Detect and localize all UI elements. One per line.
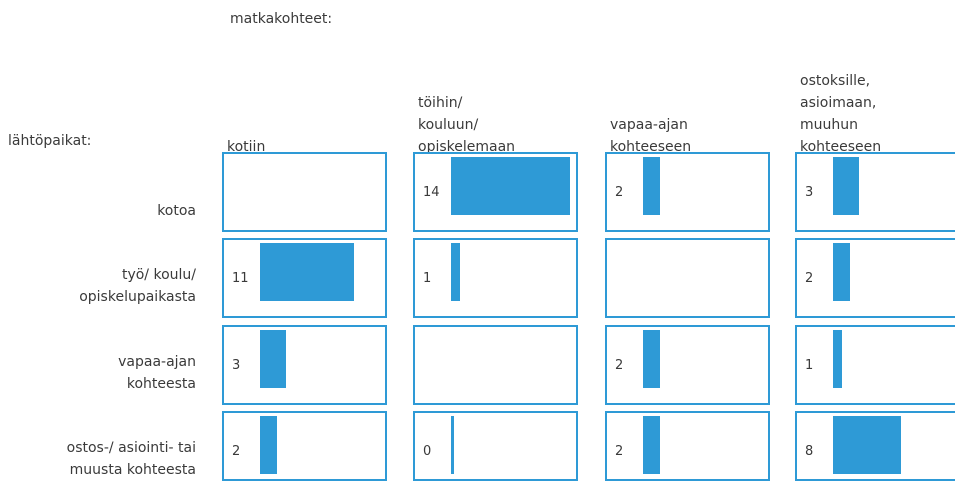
bar [260, 330, 286, 388]
cell [222, 152, 387, 232]
value-label: 2 [615, 185, 624, 200]
cell [795, 238, 955, 318]
value-label: 1 [805, 358, 814, 373]
bar [833, 330, 842, 388]
cell [222, 411, 387, 481]
bar [451, 157, 570, 215]
bar [643, 416, 660, 474]
cell [413, 238, 578, 318]
row-label: vapaa-ajan kohteesta [118, 354, 196, 392]
value-label: 11 [232, 271, 249, 286]
row-label: työ/ koulu/ opiskelupaikasta [79, 267, 196, 305]
column-axis-label: matkakohteet: [230, 11, 333, 27]
value-label: 0 [423, 444, 432, 459]
bar [833, 157, 859, 215]
column-label: vapaa-ajan kohteeseen [610, 117, 692, 155]
cell [605, 325, 770, 405]
bar [643, 330, 660, 388]
value-label: 2 [615, 358, 624, 373]
cell [413, 325, 578, 405]
bar [451, 243, 460, 301]
column-label: töihin/ kouluun/ opiskelemaan [418, 95, 516, 155]
value-label: 8 [805, 444, 814, 459]
bar [643, 157, 660, 215]
column-label: ostoksille, asioimaan, muuhun kohteeseen [800, 73, 882, 155]
cell [413, 411, 578, 481]
bar [451, 416, 454, 474]
column-label: kotiin [227, 139, 266, 155]
bar [833, 243, 850, 301]
bar [260, 416, 277, 474]
value-label: 3 [805, 185, 814, 200]
cell [605, 238, 770, 318]
cell [605, 152, 770, 232]
value-label: 1 [423, 271, 432, 286]
bar [833, 416, 901, 474]
value-label: 2 [805, 271, 814, 286]
cell [795, 152, 955, 232]
value-label: 14 [423, 185, 440, 200]
row-label: kotoa [157, 203, 196, 219]
bar [260, 243, 354, 301]
cell [795, 325, 955, 405]
row-label: ostos-/ asiointi- tai muusta kohteesta [66, 440, 196, 478]
value-label: 2 [615, 444, 624, 459]
cell [605, 411, 770, 481]
row-axis-label: lähtöpaikat: [8, 133, 92, 149]
value-label: 3 [232, 358, 241, 373]
value-label: 2 [232, 444, 241, 459]
cell [222, 325, 387, 405]
